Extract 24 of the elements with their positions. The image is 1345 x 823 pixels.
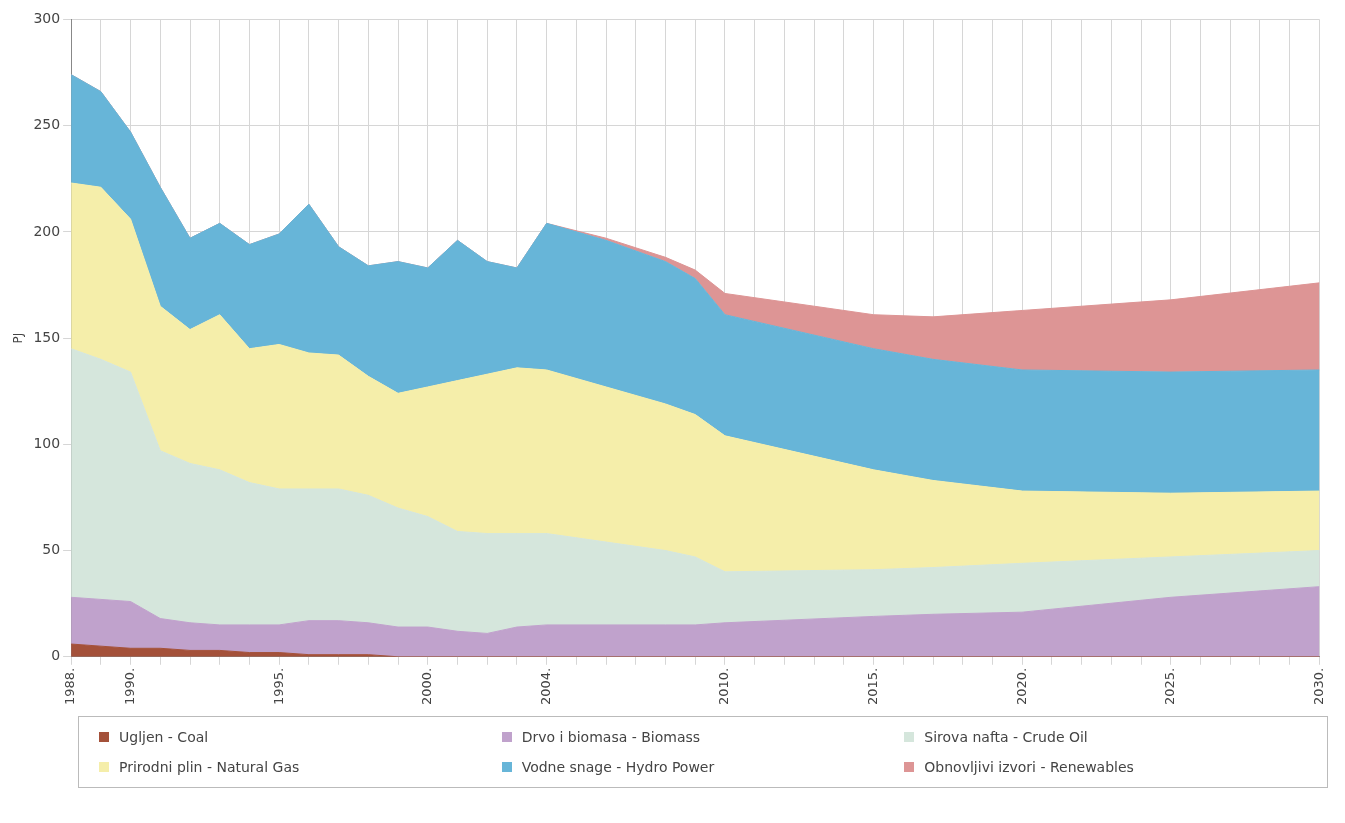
legend-label: Prirodni plin - Natural Gas <box>119 759 300 775</box>
legend-label: Ugljen - Coal <box>119 729 209 745</box>
x-tick-label: 1988. <box>62 667 78 705</box>
y-axis-title: PJ <box>11 332 26 344</box>
y-tick-label: 0 <box>51 647 61 664</box>
legend-label: Sirova nafta - Crude Oil <box>924 729 1088 745</box>
x-tick-label: 2010. <box>716 667 732 705</box>
legend-label: Drvo i biomasa - Biomass <box>521 729 701 745</box>
y-tick-label: 250 <box>33 116 61 133</box>
y-tick-label: 150 <box>33 328 61 345</box>
y-tick-label: 50 <box>42 541 61 558</box>
x-tick-label: 1990. <box>121 667 137 705</box>
legend-label: Obnovljivi izvori - Renewables <box>924 759 1134 775</box>
x-tick-label: 1995. <box>270 667 286 705</box>
x-tick-label: 2015. <box>864 667 880 705</box>
y-tick-label: 300 <box>33 10 61 27</box>
x-tick-label: 2004. <box>538 667 554 705</box>
x-tick-label: 2030. <box>1310 667 1326 705</box>
legend-label: Vodne snage - Hydro Power <box>521 759 715 775</box>
x-tick-label: 2020. <box>1013 667 1029 705</box>
y-tick-label: 100 <box>33 434 61 451</box>
x-tick-label: 2025. <box>1162 667 1178 705</box>
x-tick-label: 2000. <box>419 667 435 705</box>
y-tick-label: 200 <box>33 222 61 239</box>
